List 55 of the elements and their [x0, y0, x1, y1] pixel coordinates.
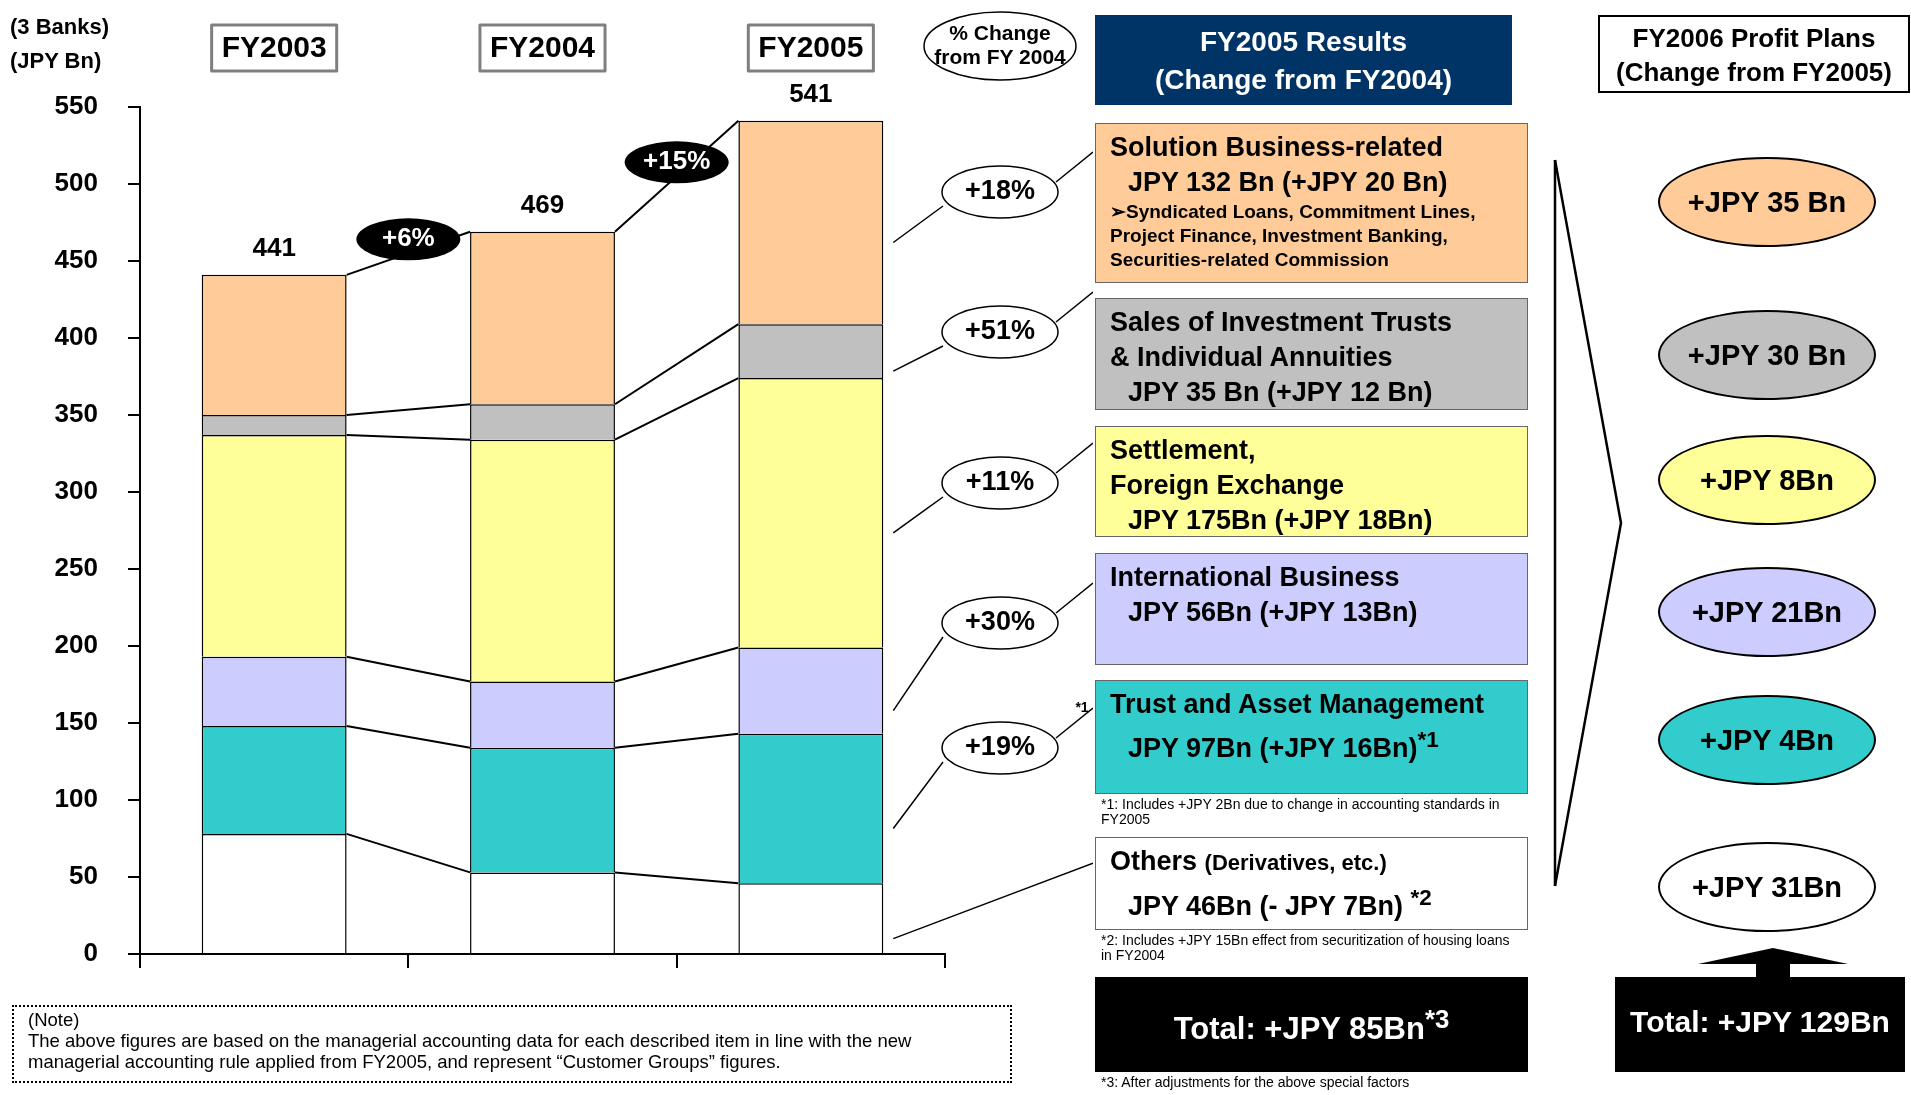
annotation: +15%: [643, 145, 711, 176]
text: +JPY 8Bn: [1658, 435, 1876, 525]
y-tick-label: 350: [54, 398, 98, 429]
text: JPY 56Bn (+JPY 13Bn): [1127, 596, 1419, 629]
y-tick-label: 100: [54, 783, 98, 814]
y-axis-title: (3 Banks) (JPY Bn): [10, 13, 110, 75]
text: Others (Derivatives, etc.): [1110, 846, 1387, 876]
x-tick-label: FY2005: [758, 30, 864, 64]
y-tick-label: 300: [54, 475, 98, 506]
y-tick-label: 550: [54, 90, 98, 121]
annotation: +6%: [381, 222, 435, 253]
y-tick-label: 200: [54, 629, 98, 660]
total-label: 441: [252, 232, 296, 263]
text: +18%: [965, 175, 1035, 206]
text: JPY 46Bn (- JPY 7Bn) $^{*2}$: [1127, 884, 1433, 923]
y-tick-label: 50: [69, 860, 98, 891]
x-tick-label: FY2004: [489, 30, 596, 64]
text: % Change from FY 2004: [934, 20, 1067, 68]
text: *3: After adjustments for the above special factors: [1101, 1074, 1410, 1090]
y-tick-label: 450: [54, 244, 98, 275]
text: ➢Syndicated Loans, Commitment Lines, Project Finance, Investment Banking, Securities-related Commission: [1110, 200, 1477, 272]
text: JPY 97Bn (+JPY 16Bn)$^{*1}$: [1127, 726, 1440, 765]
text: Solution Business-related: [1110, 131, 1445, 164]
y-tick-label: 500: [54, 167, 98, 198]
text: Sales of Investment Trusts & Individual Annuities: [1110, 306, 1454, 374]
text: Total: +JPY 129Bn: [1615, 977, 1905, 1072]
y-tick-label: 0: [83, 937, 98, 968]
text: Settlement, Foreign Exchange: [1110, 434, 1346, 502]
text: JPY 132 Bn (+JPY 20 Bn): [1127, 166, 1449, 199]
text: FY2006 Profit Plans (Change from FY2005): [1598, 15, 1910, 93]
text: FY2005 Results (Change from FY2004): [1095, 15, 1512, 105]
text: +11%: [965, 466, 1035, 497]
text: +JPY 30 Bn: [1658, 310, 1876, 400]
total-label: 541: [789, 78, 833, 109]
text: +JPY 21Bn: [1658, 567, 1876, 657]
text: Total: +JPY 85Bn$^{*3}$: [1095, 977, 1528, 1072]
text: Trust and Asset Management: [1110, 688, 1486, 721]
text: +JPY 31Bn: [1658, 842, 1876, 932]
text: (Note) The above figures are based on the managerial accounting data for each described item in line with the new managerial accounting rule applied from FY2005, and represent “Customer Groups” figures.: [12, 1005, 1012, 1083]
total-label: 469: [520, 188, 565, 219]
y-tick-label: 150: [54, 706, 98, 737]
text: *1: Includes +JPY 2Bn due to change in accounting standards in FY2005: [1101, 796, 1501, 827]
text: +19%: [965, 731, 1035, 762]
text: JPY 175Bn (+JPY 18Bn): [1127, 504, 1434, 537]
y-tick-label: 250: [54, 552, 98, 583]
text: +51%: [965, 315, 1035, 346]
text: *2: Includes +JPY 15Bn effect from securitization of housing loans in FY2004: [1101, 932, 1511, 963]
text: +JPY 35 Bn: [1658, 157, 1876, 247]
y-tick-label: 400: [54, 321, 98, 352]
text: +30%: [965, 606, 1035, 637]
text: JPY 35 Bn (+JPY 12 Bn): [1127, 376, 1434, 409]
text: +JPY 4Bn: [1658, 695, 1876, 785]
x-tick-label: FY2003: [221, 30, 327, 64]
text: International Business: [1110, 561, 1401, 594]
text: *1: [1075, 698, 1089, 715]
